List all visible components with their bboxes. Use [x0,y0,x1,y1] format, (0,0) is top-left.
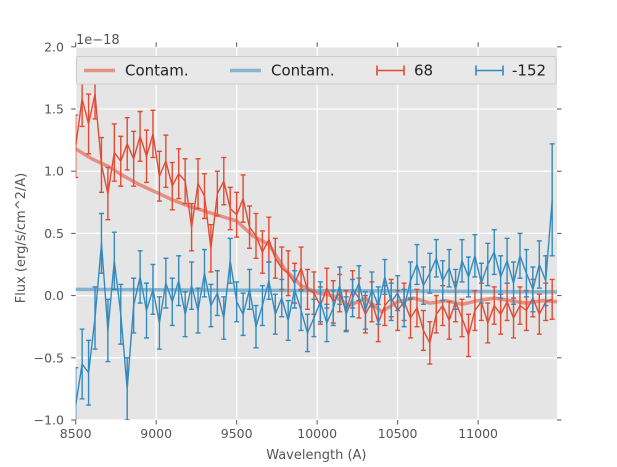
legend-errorbar-swatch [376,65,405,76]
legend-entry-1: Contam. [84,62,189,80]
series-contam-red [75,147,557,314]
series-contam-blue [75,287,557,294]
legend-entry-3: 68 [376,62,433,80]
x-tick-label: 9000 [140,426,172,441]
legend-label: Contam. [125,62,189,80]
legend-errorbar-swatch [475,65,504,76]
y-tick-label: 0.5 [44,226,64,241]
x-axis-label: Wavelength (A) [266,448,366,463]
x-tick-label: 8500 [60,426,92,441]
tick-marks [71,42,562,425]
legend-label: Contam. [271,62,335,80]
tick-labels: 8500 9000 9500 10000 10500 11000 −1.0 −0.5 0.0 0.… [34,39,498,441]
y-tick-label: −1.0 [34,413,64,428]
legend-entry-4: -152 [475,62,546,80]
legend-label: -152 [512,62,546,80]
x-tick-label: 11000 [458,426,498,441]
legend-label: 68 [414,62,433,80]
y-tick-label: −0.5 [34,350,64,365]
y-tick-label: 1.5 [44,102,64,117]
legend-entry-2: Contam. [230,62,335,80]
x-tick-label: 9500 [221,426,253,441]
x-tick-label: 10500 [378,426,418,441]
series--152 [75,143,555,421]
x-tick-label: 10000 [297,426,337,441]
y-tick-label: 0.0 [44,288,64,303]
y-tick-label: 1.0 [44,164,64,179]
y-tick-label: 2.0 [44,39,64,54]
y-axis-offset-text: 1e−18 [76,33,120,48]
legend: Contam. Contam. 68 -152 [76,56,557,85]
y-axis-label: Flux (erg/s/cm^2/A) [14,173,29,303]
legend-box [76,56,557,85]
